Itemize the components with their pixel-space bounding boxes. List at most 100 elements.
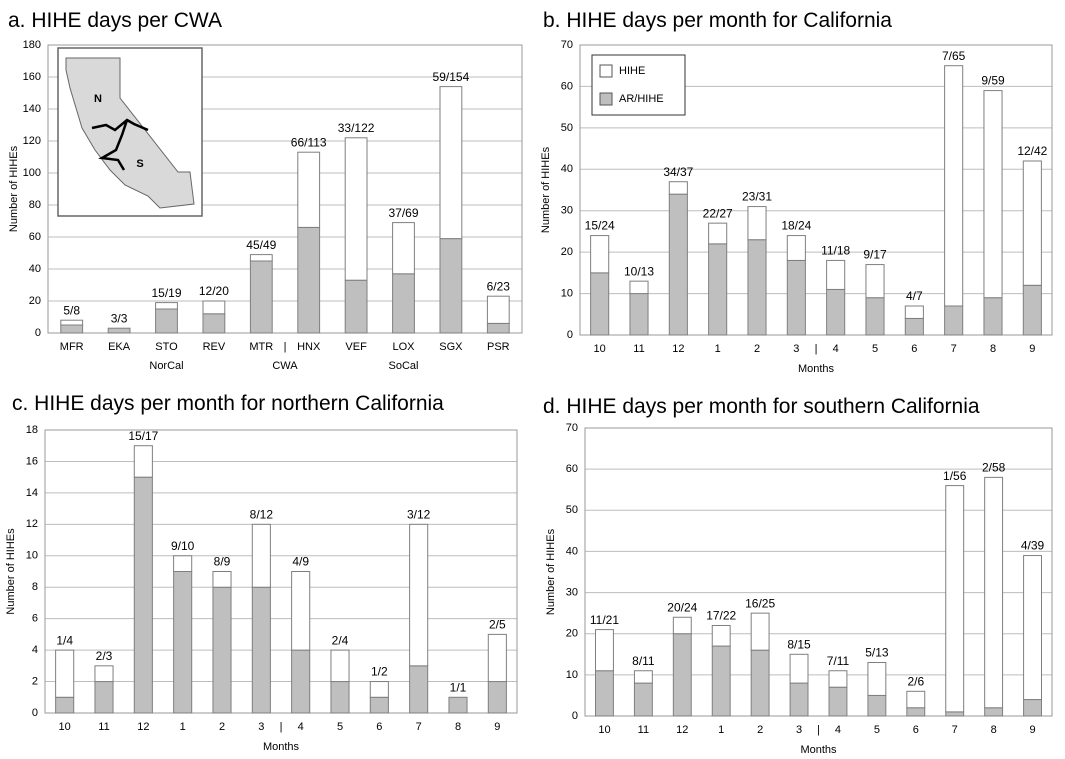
x-separator: | — [280, 721, 283, 733]
bar-segment — [828, 670, 848, 688]
plot-frame — [44, 429, 518, 714]
bar-segment — [944, 65, 964, 307]
bar-segment — [904, 317, 924, 336]
bar-segment — [107, 327, 131, 334]
x-tick-label: 5 — [874, 724, 880, 736]
bar-label: 66/113 — [291, 135, 327, 149]
x-tick-label: 11 — [633, 343, 644, 355]
x-tick-label: HNX — [297, 341, 321, 353]
chart-title: b. HIHE days per month for California — [543, 9, 892, 32]
bar-segment — [409, 665, 429, 714]
bar-label: 8/9 — [214, 555, 231, 569]
bar-segment — [668, 181, 688, 195]
bar-segment — [392, 222, 415, 275]
x-tick-label: 11 — [98, 721, 109, 733]
bar-segment — [750, 612, 770, 651]
bar-label: 15/17 — [128, 429, 158, 443]
bar-label: 8/15 — [787, 637, 811, 651]
bar-label: 8/11 — [632, 654, 655, 668]
bar-segment — [439, 86, 463, 240]
x-tick-label: 11 — [638, 724, 649, 736]
y-tick-label: 140 — [23, 103, 41, 115]
bar-label: 5/8 — [63, 303, 80, 317]
x-tick-label: 7 — [416, 721, 422, 733]
bar-segment — [330, 681, 350, 714]
y-tick-label: 120 — [23, 135, 41, 147]
bar-segment — [750, 649, 770, 717]
x-axis-label: Months — [263, 741, 300, 753]
y-tick-label: 10 — [566, 669, 578, 681]
bar-segment — [590, 235, 610, 274]
y-tick-label: 0 — [567, 329, 573, 341]
bar-segment — [789, 682, 809, 717]
bar-label: 22/27 — [703, 206, 733, 220]
y-tick-label: 12 — [26, 518, 38, 530]
bar-label: 16/25 — [745, 596, 775, 610]
bar-segment — [629, 293, 649, 336]
bar-label: 1/2 — [371, 665, 388, 679]
bar-label: 2/58 — [982, 461, 1006, 475]
bar-label: 2/4 — [332, 633, 349, 647]
y-tick-label: 40 — [566, 545, 578, 557]
bar-label: 45/49 — [246, 238, 276, 252]
bar-segment — [672, 616, 692, 635]
bar-segment — [448, 696, 468, 714]
bar-label: 2/6 — [907, 674, 924, 688]
bar-label: 10/13 — [624, 264, 654, 278]
bar-label: 11/18 — [821, 244, 850, 258]
chart-title: c. HIHE days per month for northern Cali… — [12, 392, 444, 415]
bar-segment — [865, 297, 885, 336]
bar-segment — [945, 485, 965, 713]
bar-segment — [392, 273, 415, 334]
x-separator: | — [815, 343, 818, 355]
bar-segment — [867, 662, 887, 696]
y-tick-label: 20 — [566, 628, 578, 640]
bar-segment — [984, 707, 1004, 717]
x-tick-label: SGX — [439, 341, 463, 353]
plot-frame — [579, 44, 1053, 336]
bar-segment — [212, 586, 232, 714]
bar-segment — [155, 302, 178, 310]
x-tick-label: 6 — [376, 721, 382, 733]
x-tick-label: 12 — [672, 343, 684, 355]
x-tick-label: 10 — [59, 721, 71, 733]
x-tick-label: 3 — [793, 343, 799, 355]
bar-label: 4/7 — [906, 289, 923, 303]
chart-title: d. HIHE days per month for southern Cali… — [543, 395, 980, 418]
map-label: S — [136, 158, 143, 170]
bar-segment — [906, 707, 926, 717]
y-tick-label: 40 — [29, 263, 41, 275]
x-tick-label: VEF — [345, 341, 367, 353]
y-tick-label: 50 — [566, 504, 578, 516]
bar-segment — [708, 222, 728, 245]
bar-segment — [439, 238, 463, 334]
bar-segment — [173, 555, 193, 572]
bar-segment — [668, 193, 688, 336]
legend-label: AR/HIHE — [619, 93, 664, 105]
y-tick-label: 20 — [561, 246, 573, 258]
bar-label: 9/59 — [981, 74, 1005, 88]
y-tick-label: 16 — [26, 455, 38, 467]
bar-segment — [945, 711, 965, 717]
bar-label: 1/4 — [56, 633, 73, 647]
plot-frame — [584, 427, 1053, 717]
bar-segment — [867, 694, 887, 717]
bar-segment — [711, 624, 731, 647]
x-axis-label: CWA — [272, 360, 298, 372]
bar-segment — [409, 523, 429, 667]
x-tick-label: 12 — [137, 721, 149, 733]
bar-segment — [60, 319, 84, 326]
y-tick-label: 70 — [566, 422, 578, 434]
bar-segment — [297, 226, 321, 334]
bar-label: 23/31 — [742, 190, 772, 204]
bar-segment — [487, 633, 507, 683]
y-tick-label: 60 — [561, 80, 573, 92]
bar-segment — [173, 571, 193, 714]
bar-segment — [786, 259, 806, 336]
bar-label: 17/22 — [706, 609, 736, 623]
y-tick-label: 0 — [35, 327, 41, 339]
bar-segment — [983, 297, 1003, 336]
x-tick-label: 5 — [337, 721, 343, 733]
y-tick-label: 30 — [566, 586, 578, 598]
